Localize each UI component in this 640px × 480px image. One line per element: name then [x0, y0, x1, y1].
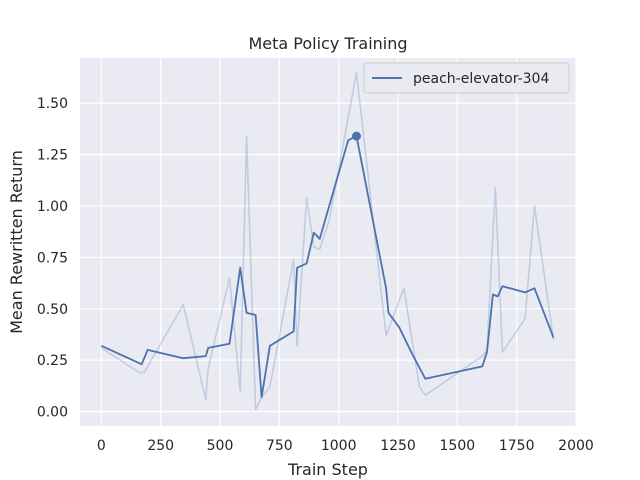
x-tick-label: 1750	[499, 438, 535, 454]
x-tick-label: 1000	[321, 438, 357, 454]
y-tick-label: 0.00	[37, 405, 68, 421]
smoothed-series-line	[101, 135, 555, 399]
y-tick-label: 0.75	[37, 250, 68, 266]
chart-title: Meta Policy Training	[248, 34, 407, 53]
y-tick-labels: 0.00 0.25 0.50 0.75 1.00 1.25 1.50	[37, 96, 68, 420]
y-tick-label: 1.50	[37, 96, 68, 112]
peak-marker	[351, 131, 361, 141]
x-tick-label: 2000	[558, 438, 594, 454]
raw-series-line	[100, 71, 555, 411]
grid	[80, 58, 577, 426]
smoothed-series	[101, 131, 555, 399]
plot-background	[80, 58, 576, 426]
x-tick-labels: 0 250 500 750 1000 1250 1500 1750 2000	[97, 438, 594, 454]
y-tick-label: 1.00	[37, 199, 68, 215]
x-tick-label: 250	[147, 438, 174, 454]
y-tick-label: 0.50	[37, 302, 68, 318]
x-tick-label: 1250	[380, 438, 416, 454]
x-tick-label: 0	[97, 438, 106, 454]
x-axis-label: Train Step	[287, 460, 368, 479]
x-tick-label: 500	[207, 438, 234, 454]
y-axis-label: Mean Rewritten Return	[7, 150, 26, 334]
x-tick-label: 750	[266, 438, 293, 454]
y-tick-label: 0.25	[37, 353, 68, 369]
legend: peach-elevator-304	[363, 62, 570, 94]
y-tick-label: 1.25	[37, 148, 68, 164]
raw-series	[100, 71, 555, 411]
legend-entry-label: peach-elevator-304	[413, 71, 549, 87]
x-tick-label: 1500	[440, 438, 476, 454]
legend-box	[363, 62, 570, 94]
